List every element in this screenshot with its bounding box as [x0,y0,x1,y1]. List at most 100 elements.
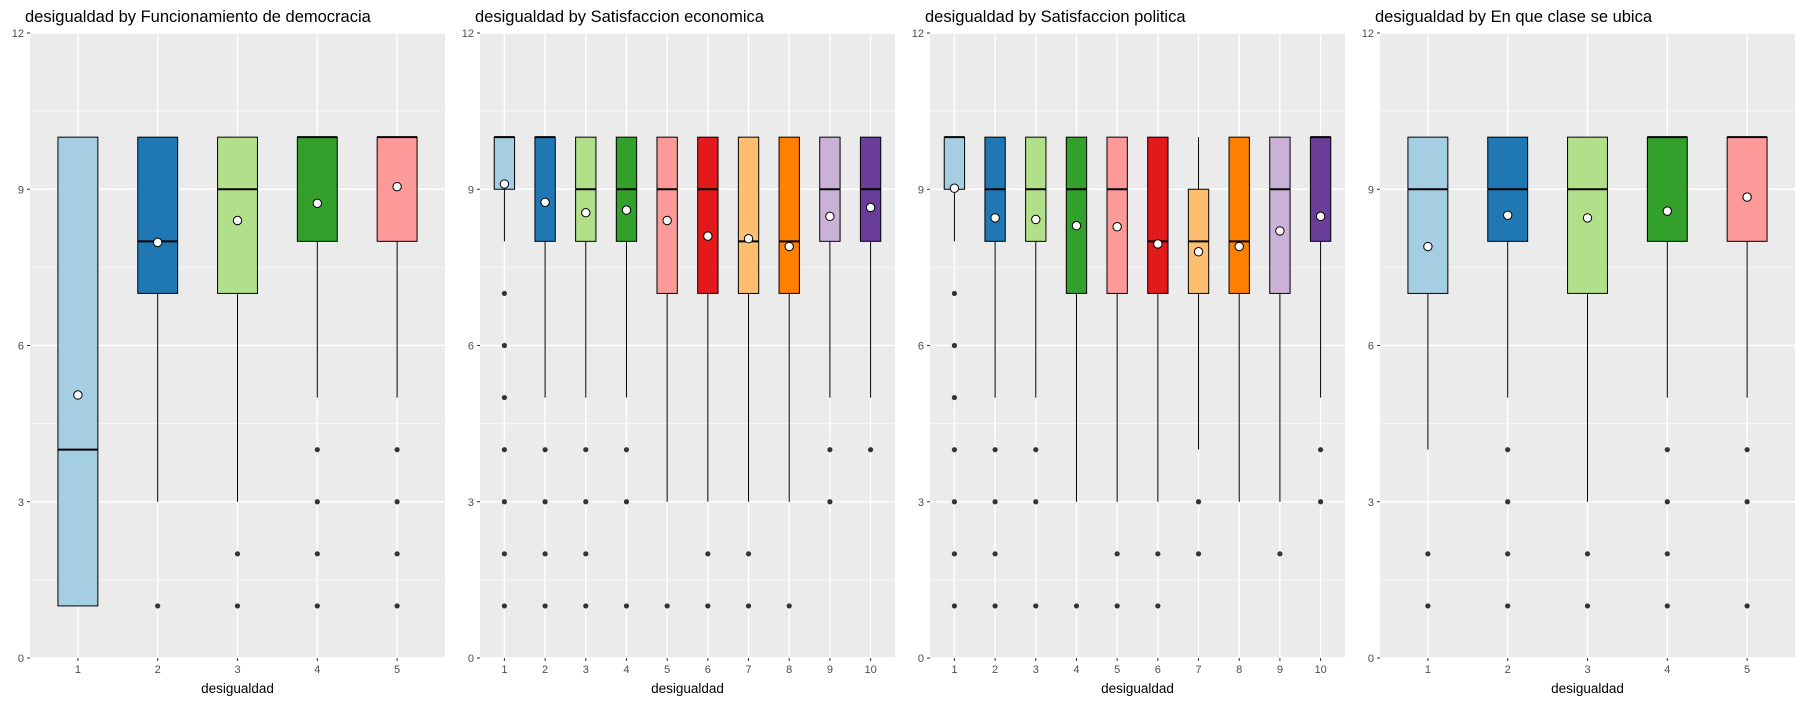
outlier-point [951,447,958,453]
outlier-point [542,551,548,557]
outlier-point [501,342,508,349]
mean-point [621,205,632,215]
outlier-point [501,551,508,557]
x-tick-label: 5 [664,664,670,676]
x-tick-label: 3 [234,664,240,676]
outlier-point [1425,603,1431,609]
x-tick-label: 2 [992,664,998,676]
x-tick-label: 5 [1744,664,1750,676]
mean-point [1662,206,1673,216]
box-1 [57,136,99,607]
box-7 [737,136,760,609]
outlier-point [583,499,589,505]
mean-point [1275,226,1285,236]
outlier-point [951,394,958,401]
box-5 [376,136,418,609]
outlier-point [867,447,874,453]
mean-point [1582,213,1593,223]
x-tick-label: 10 [864,664,876,676]
box-2 [984,136,1006,609]
box-body [57,136,99,607]
box-1 [1407,136,1449,609]
outlier-point [1664,603,1670,609]
box-body [1567,136,1608,294]
mean-point [581,207,591,218]
outlier-point [1195,551,1202,557]
box-10 [859,136,882,453]
outlier-point [1664,499,1670,505]
outlier-point [827,447,833,453]
x-tick-label: 3 [1584,664,1590,676]
outlier-point [1317,499,1324,505]
outlier-point [705,603,711,609]
x-tick-label: 7 [1195,664,1201,676]
y-tick-label: 3 [1368,497,1374,509]
outlier-point [1114,603,1120,609]
y-tick-label: 12 [1362,28,1374,40]
mean-point [1234,241,1244,252]
outlier-point [1425,551,1431,557]
y-tick-label: 9 [18,184,24,196]
mean-point [1153,239,1163,249]
outlier-point [623,499,630,505]
box-5 [1726,136,1768,609]
box-body [137,136,179,294]
x-tick-label: 5 [394,664,400,676]
x-tick-label: 4 [314,664,320,676]
box-2 [137,136,179,609]
outlier-point [951,290,958,297]
outlier-point [1505,499,1511,505]
y-tick-label: 6 [1368,341,1374,353]
box-body [1106,136,1128,294]
mean-point [1423,241,1433,252]
box-10 [1309,136,1332,505]
outlier-point [1195,499,1202,505]
box-2 [1487,136,1529,609]
mean-point [312,198,323,209]
y-tick-label: 0 [468,653,474,665]
box-body [778,136,800,294]
x-tick-label: 9 [827,664,833,676]
x-tick-label: 7 [745,664,751,676]
x-tick-label: 1 [75,664,81,676]
x-tick-label: 1 [501,664,507,676]
outlier-point [951,342,958,349]
outlier-point [623,447,630,453]
outlier-point [542,499,548,505]
mean-point [1742,192,1752,202]
box-body [656,136,678,294]
mean-point [949,183,960,193]
outlier-point [1664,551,1670,557]
y-tick-label: 3 [18,497,24,509]
y-tick-label: 0 [918,653,924,665]
outlier-point [1073,603,1080,609]
mean-point [1315,211,1326,222]
box-body [1309,136,1332,242]
mean-point [825,211,835,222]
outlier-point [1277,551,1283,557]
outlier-point [155,603,161,609]
outlier-point [234,603,241,609]
x-tick-label: 2 [1505,664,1511,676]
outlier-point [745,551,752,557]
mean-point [1031,214,1041,225]
box-body [1407,136,1449,294]
x-axis-label: desigualdad [651,681,724,696]
box-5 [1106,136,1128,609]
x-tick-label: 8 [1236,664,1242,676]
mean-point [865,202,876,213]
x-tick-label: 1 [1425,664,1431,676]
outlier-point [394,447,400,453]
y-tick-label: 3 [918,497,924,509]
outlier-point [1155,551,1161,557]
outlier-point [1033,447,1039,453]
box-body [1269,136,1291,294]
mean-point [232,215,243,226]
box-5 [656,136,678,609]
y-tick-label: 9 [468,184,474,196]
mean-point [1502,210,1513,220]
